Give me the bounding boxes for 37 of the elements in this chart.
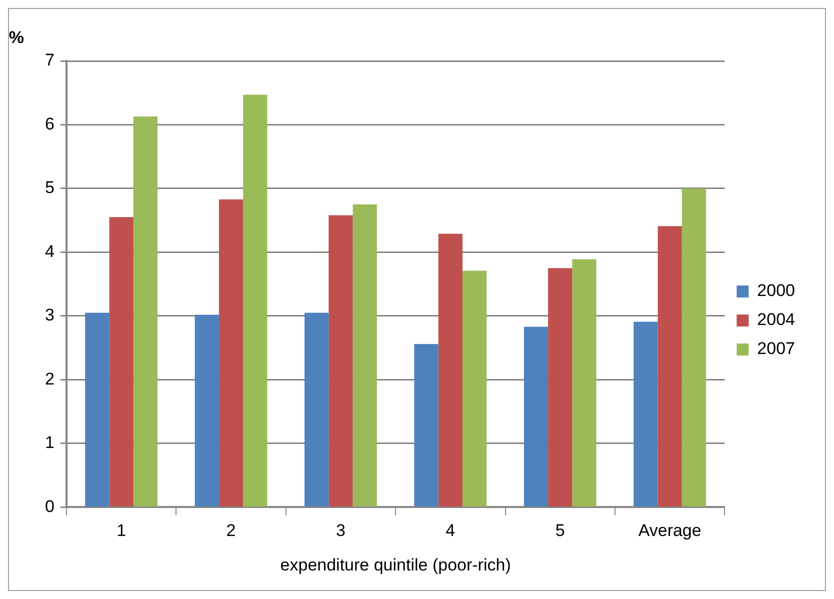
bar	[572, 259, 596, 506]
bar	[438, 234, 462, 506]
bar	[548, 268, 572, 506]
y-axis-title: %	[8, 28, 24, 48]
bar	[682, 188, 706, 506]
legend-label: 2007	[757, 339, 796, 358]
x-tick-label: 3	[336, 521, 346, 540]
y-tick-label: 7	[44, 50, 54, 70]
legend-label: 2004	[757, 310, 796, 330]
bar	[243, 94, 268, 506]
y-tick-label: 3	[44, 306, 54, 325]
bar	[109, 217, 134, 506]
y-tick-label: 5	[44, 178, 54, 198]
bar	[194, 314, 219, 506]
x-tick-label: 4	[446, 521, 456, 540]
y-tick-label: 6	[44, 114, 54, 134]
bar	[352, 204, 377, 506]
y-tick-label: 2	[44, 369, 54, 388]
x-tick-label: 5	[555, 521, 565, 540]
bar	[218, 199, 244, 506]
bar	[658, 226, 682, 506]
y-tick-label: 4	[44, 242, 54, 261]
bar	[634, 322, 658, 506]
bar	[133, 116, 158, 506]
y-tick-label: 0	[44, 496, 54, 516]
bar	[414, 344, 438, 506]
bar	[524, 326, 548, 506]
bar	[462, 270, 487, 506]
bar	[328, 215, 353, 506]
bar	[304, 312, 329, 506]
x-axis-title: expenditure quintile (poor-rich)	[280, 555, 511, 574]
x-tick-label: 2	[226, 521, 236, 540]
bar	[85, 312, 110, 506]
y-tick-label: 1	[44, 433, 54, 452]
x-tick-label: 1	[116, 521, 126, 540]
legend-label: 2000	[757, 281, 796, 300]
x-tick-label: Average	[638, 521, 702, 540]
